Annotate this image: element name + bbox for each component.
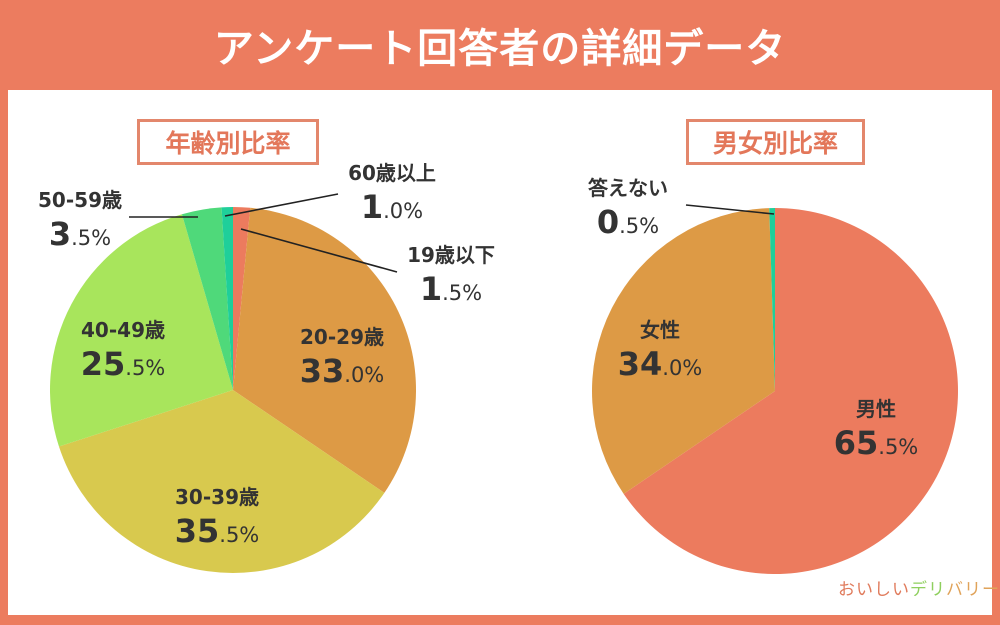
label-value: 3.5% bbox=[48, 215, 112, 253]
data-label-30-39: 30-39歳 35.5% bbox=[167, 487, 267, 547]
gender-pie bbox=[592, 208, 958, 574]
page-title: アンケート回答者の詳細データ bbox=[213, 26, 787, 72]
data-label-50-59: 50-59歳 3.5% bbox=[34, 190, 126, 250]
pie-slice-0-2 bbox=[58, 390, 385, 573]
label-name: 60歳以上 bbox=[348, 161, 436, 185]
age-pie bbox=[49, 207, 417, 573]
label-value: 1.0% bbox=[360, 188, 424, 226]
pie-slice-0-5 bbox=[221, 207, 233, 390]
label-name: 女性 bbox=[640, 318, 680, 342]
pie-slice-1-0 bbox=[623, 208, 958, 574]
label-name: 19歳以下 bbox=[407, 243, 495, 267]
label-value: 33.0% bbox=[299, 352, 385, 390]
data-label-male: 男性 65.5% bbox=[826, 399, 926, 459]
label-name: 20-29歳 bbox=[300, 325, 384, 349]
pie-slice-1-2 bbox=[769, 208, 775, 391]
label-value: 0.5% bbox=[596, 203, 660, 241]
label-value: 35.5% bbox=[174, 512, 260, 550]
label-value: 1.5% bbox=[419, 270, 483, 308]
label-value: 34.0% bbox=[617, 345, 703, 383]
leader-line-60-plus bbox=[224, 193, 339, 217]
leader-line-19-under bbox=[240, 228, 398, 273]
pie-slice-0-3 bbox=[49, 214, 234, 447]
data-label-20-29: 20-29歳 33.0% bbox=[292, 327, 392, 387]
label-value: 25.5% bbox=[80, 345, 166, 383]
label-name: 40-49歳 bbox=[81, 318, 165, 342]
label-name: 30-39歳 bbox=[175, 485, 259, 509]
data-label-no-answer: 答えない 0.5% bbox=[578, 178, 678, 238]
label-value: 65.5% bbox=[833, 424, 919, 462]
data-label-40-49: 40-49歳 25.5% bbox=[73, 320, 173, 380]
pie-slice-0-4 bbox=[181, 207, 233, 390]
leader-lines bbox=[129, 193, 775, 273]
pie-slice-1-1 bbox=[592, 208, 775, 494]
label-name: 男性 bbox=[856, 397, 896, 421]
pie-slice-0-0 bbox=[233, 207, 251, 390]
leader-line-no-answer bbox=[685, 204, 775, 215]
data-label-19-under: 19歳以下 1.5% bbox=[399, 245, 503, 305]
pie-slice-0-1 bbox=[233, 207, 417, 493]
data-label-60-plus: 60歳以上 1.0% bbox=[340, 163, 444, 223]
label-name: 答えない bbox=[588, 176, 668, 200]
label-name: 50-59歳 bbox=[38, 188, 122, 212]
age-chart-title: 年齢別比率 bbox=[137, 119, 319, 165]
data-label-female: 女性 34.0% bbox=[610, 320, 710, 380]
brand-logo: おいしいデリバリー bbox=[838, 580, 1000, 600]
gender-chart-title: 男女別比率 bbox=[686, 119, 865, 165]
